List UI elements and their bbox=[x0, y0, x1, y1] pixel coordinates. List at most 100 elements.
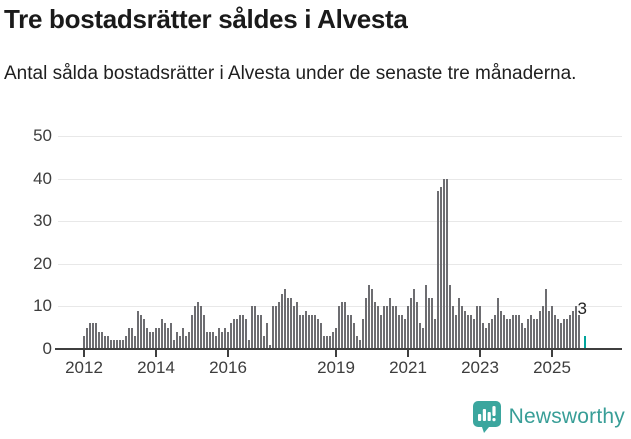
bar bbox=[416, 302, 418, 349]
bar bbox=[302, 315, 304, 349]
bar bbox=[440, 187, 442, 349]
bar bbox=[260, 315, 262, 349]
bar bbox=[542, 306, 544, 349]
bar bbox=[356, 336, 358, 349]
x-tick-label-2019: 2019 bbox=[317, 358, 355, 377]
x-tick-2019 bbox=[335, 350, 337, 357]
bar bbox=[368, 285, 370, 349]
bar bbox=[143, 319, 145, 349]
bar bbox=[548, 311, 550, 349]
bar bbox=[437, 191, 439, 349]
bar bbox=[92, 323, 94, 349]
bar bbox=[317, 319, 319, 349]
gridline-30 bbox=[58, 221, 622, 222]
bar bbox=[428, 298, 430, 349]
bar bbox=[563, 319, 565, 349]
bar bbox=[338, 306, 340, 349]
bar bbox=[122, 340, 124, 349]
bar bbox=[323, 336, 325, 349]
bar bbox=[380, 315, 382, 349]
bar bbox=[284, 289, 286, 349]
bar bbox=[113, 340, 115, 349]
bar bbox=[293, 306, 295, 349]
bar bbox=[473, 319, 475, 349]
bar bbox=[212, 332, 214, 349]
bar bbox=[170, 323, 172, 349]
bar bbox=[359, 340, 361, 349]
bar bbox=[362, 319, 364, 349]
bar bbox=[464, 311, 466, 349]
x-tick-label-2014: 2014 bbox=[137, 358, 175, 377]
bar bbox=[86, 328, 88, 349]
bar bbox=[347, 315, 349, 349]
bar bbox=[377, 306, 379, 349]
bar bbox=[557, 319, 559, 349]
bar bbox=[299, 315, 301, 349]
bar bbox=[311, 315, 313, 349]
bar bbox=[470, 315, 472, 349]
bar bbox=[449, 285, 451, 349]
bar bbox=[332, 332, 334, 349]
bar bbox=[536, 319, 538, 349]
bar bbox=[386, 306, 388, 349]
bar bbox=[158, 328, 160, 349]
bar bbox=[176, 332, 178, 349]
bar bbox=[218, 328, 220, 349]
x-tick-label-2016: 2016 bbox=[209, 358, 247, 377]
bar bbox=[407, 306, 409, 349]
bar bbox=[275, 306, 277, 349]
newsworthy-logo[interactable]: Newsworthy bbox=[472, 400, 625, 433]
bar bbox=[482, 323, 484, 349]
gridline-10 bbox=[58, 306, 622, 307]
bar bbox=[155, 328, 157, 349]
bar bbox=[191, 315, 193, 349]
bar bbox=[179, 336, 181, 349]
bar bbox=[350, 315, 352, 349]
bar bbox=[551, 306, 553, 349]
bar-chart: 0 10 20 30 40 50 2012 2014 2016 2019 2021 2023 2025… bbox=[33, 126, 622, 377]
bar bbox=[305, 311, 307, 349]
bar bbox=[188, 332, 190, 349]
bar bbox=[389, 298, 391, 349]
bar bbox=[515, 315, 517, 349]
bar bbox=[236, 319, 238, 349]
bar bbox=[197, 302, 199, 349]
bar bbox=[131, 328, 133, 349]
bar bbox=[263, 336, 265, 349]
last-value-label: 3 bbox=[577, 299, 587, 318]
bar bbox=[89, 323, 91, 349]
bar bbox=[308, 315, 310, 349]
bar bbox=[422, 328, 424, 349]
bar bbox=[206, 332, 208, 349]
bar bbox=[182, 328, 184, 349]
bar bbox=[560, 323, 562, 349]
bar bbox=[101, 332, 103, 349]
bar bbox=[341, 302, 343, 349]
bar bbox=[146, 328, 148, 349]
bar bbox=[530, 315, 532, 349]
bar bbox=[572, 311, 574, 349]
bar bbox=[455, 315, 457, 349]
bar bbox=[281, 294, 283, 349]
bar bbox=[512, 315, 514, 349]
bar bbox=[413, 289, 415, 349]
bar bbox=[137, 311, 139, 349]
bar bbox=[104, 336, 106, 349]
bar bbox=[488, 323, 490, 349]
bar bbox=[446, 179, 448, 349]
bar bbox=[485, 328, 487, 349]
bar bbox=[266, 323, 268, 349]
bar bbox=[107, 336, 109, 349]
x-tick-2014 bbox=[155, 350, 157, 357]
bar bbox=[539, 311, 541, 349]
bar bbox=[383, 306, 385, 349]
y-tick-label-0: 0 bbox=[42, 339, 52, 358]
bar bbox=[527, 319, 529, 349]
bar bbox=[125, 336, 127, 349]
bar bbox=[200, 306, 202, 349]
bar bbox=[164, 323, 166, 349]
highlight-bar bbox=[584, 336, 586, 349]
bar bbox=[221, 332, 223, 349]
bar bbox=[272, 306, 274, 349]
